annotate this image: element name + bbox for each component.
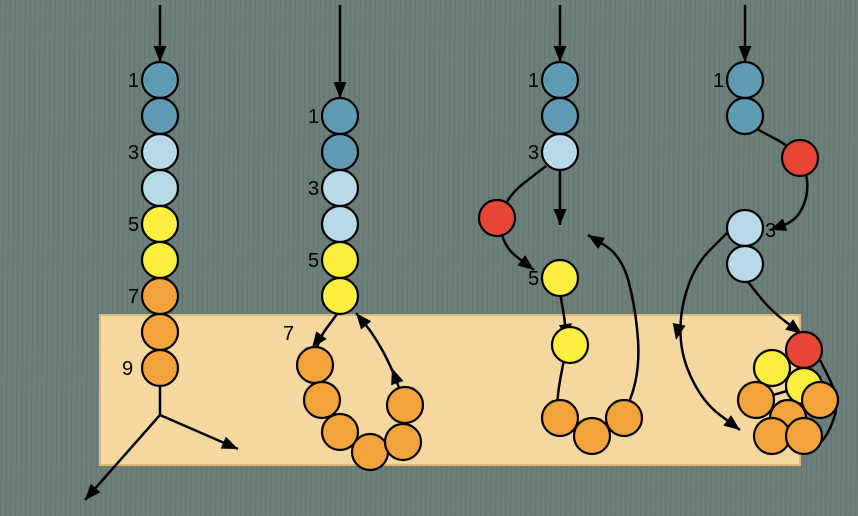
residue-circle — [304, 382, 340, 418]
residue-label: 5 — [308, 250, 319, 272]
residue-label: 7 — [128, 286, 139, 308]
residue-circle — [352, 434, 388, 470]
residue-circle — [142, 278, 178, 314]
residue-circle — [727, 210, 763, 246]
residue-label: 1 — [128, 70, 139, 92]
residue-label: 3 — [128, 142, 139, 164]
residue-circle — [786, 418, 822, 454]
residue-circle — [322, 170, 358, 206]
residue-label: 1 — [308, 106, 319, 128]
residue-circle — [142, 242, 178, 278]
residue-circle — [142, 62, 178, 98]
residue-circle — [479, 200, 515, 236]
residue-circle — [727, 62, 763, 98]
membrane-band — [100, 315, 800, 465]
residue-label: 3 — [765, 220, 776, 242]
residue-circle — [606, 400, 642, 436]
residue-label: 5 — [528, 268, 539, 290]
residue-circle — [142, 170, 178, 206]
residue-circle — [142, 350, 178, 386]
residue-circle — [142, 98, 178, 134]
residue-circle — [786, 332, 822, 368]
residue-circle — [322, 278, 358, 314]
residue-circle — [142, 206, 178, 242]
residue-circle — [297, 347, 333, 383]
residue-circle — [552, 327, 588, 363]
residue-circle — [574, 418, 610, 454]
residue-circle — [542, 134, 578, 170]
diagram-svg: 1 3 5 7 9 1 3 5 7 1 3 5 1 3 — [0, 0, 858, 516]
residue-label: 3 — [528, 142, 539, 164]
residue-circle — [322, 98, 358, 134]
residue-label: 3 — [308, 178, 319, 200]
residue-label: 5 — [128, 214, 139, 236]
residue-circle — [727, 98, 763, 134]
residue-circle — [142, 134, 178, 170]
residue-circle — [142, 314, 178, 350]
residue-circle — [322, 206, 358, 242]
residue-circle — [542, 260, 578, 296]
residue-circle — [802, 382, 838, 418]
residue-circle — [387, 387, 423, 423]
residue-label: 9 — [122, 358, 133, 380]
residue-label: 1 — [713, 70, 724, 92]
residue-circle — [542, 400, 578, 436]
residue-label: 7 — [283, 323, 294, 345]
residue-circle — [754, 350, 790, 386]
residue-circle — [322, 134, 358, 170]
residue-label: 1 — [528, 70, 539, 92]
residue-circle — [542, 98, 578, 134]
residue-circle — [738, 382, 774, 418]
residue-circle — [542, 62, 578, 98]
residue-circle — [782, 140, 818, 176]
residue-circle — [322, 242, 358, 278]
residue-circle — [754, 418, 790, 454]
residue-circle — [727, 246, 763, 282]
residue-circle — [385, 424, 421, 460]
